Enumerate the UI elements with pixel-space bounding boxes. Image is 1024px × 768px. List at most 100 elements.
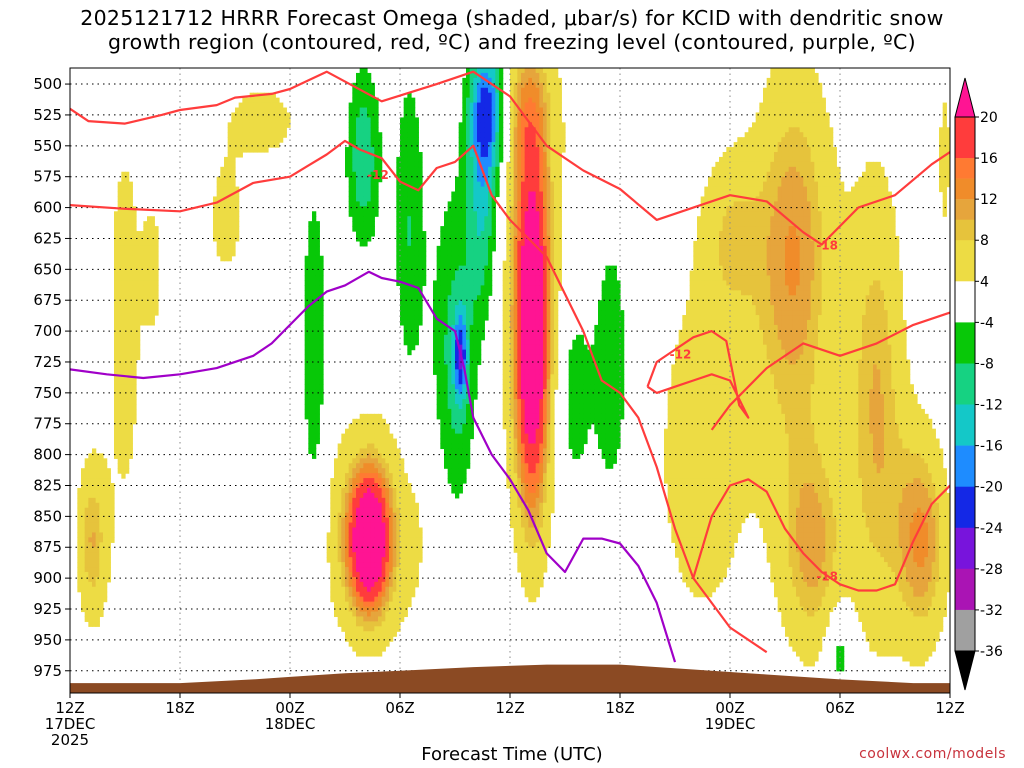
omega-cell <box>510 122 515 128</box>
omega-cell <box>510 374 515 380</box>
omega-cell <box>528 324 533 331</box>
omega-cell <box>411 226 416 232</box>
omega-cell <box>275 142 280 148</box>
omega-cell <box>345 616 350 622</box>
omega-cell <box>143 315 148 321</box>
omega-cell <box>491 122 496 128</box>
omega-cell <box>330 512 335 519</box>
omega-cell <box>546 132 551 138</box>
omega-cell <box>546 171 551 178</box>
omega-cell <box>389 443 394 450</box>
omega-cell <box>543 532 548 538</box>
omega-cell <box>447 290 452 296</box>
omega-cell <box>517 196 522 202</box>
omega-cell <box>528 433 533 440</box>
omega-cell <box>114 245 119 252</box>
omega-cell <box>359 206 364 212</box>
omega-cell <box>539 112 544 119</box>
omega-cell <box>411 305 416 311</box>
omega-cell <box>356 221 361 227</box>
omega-cell <box>312 413 317 420</box>
omega-cell <box>477 231 482 237</box>
omega-cell <box>535 349 540 356</box>
omega-cell <box>473 349 478 356</box>
omega-cell <box>411 522 416 529</box>
omega-cell <box>407 226 412 232</box>
omega-cell <box>352 211 357 217</box>
omega-cell <box>510 448 515 454</box>
omega-cell <box>528 240 533 247</box>
omega-cell <box>88 591 93 598</box>
omega-cell <box>436 364 441 370</box>
omega-cell <box>304 280 309 286</box>
omega-cell <box>132 216 137 222</box>
omega-cell <box>359 502 364 509</box>
omega-cell <box>411 315 416 321</box>
omega-cell <box>117 245 122 252</box>
omega-cell <box>502 394 507 400</box>
omega-cell <box>462 226 467 232</box>
omega-cell <box>517 72 522 79</box>
omega-cell <box>224 171 229 178</box>
omega-cell <box>348 497 353 504</box>
omega-cell <box>407 502 412 509</box>
omega-cell <box>539 97 544 104</box>
omega-cell <box>363 221 368 227</box>
omega-cell <box>440 324 445 331</box>
omega-cell <box>125 216 130 222</box>
omega-cell <box>473 334 478 341</box>
omega-cell <box>532 596 537 603</box>
omega-cell <box>491 166 496 173</box>
omega-cell <box>510 92 515 99</box>
omega-cell <box>370 507 375 514</box>
omega-cell <box>539 285 544 291</box>
omega-cell <box>99 586 104 593</box>
omega-cell <box>374 443 379 450</box>
omega-cell <box>543 77 548 84</box>
omega-cell <box>539 473 544 479</box>
omega-cell <box>356 72 361 79</box>
omega-cell <box>506 394 511 400</box>
omega-cell <box>458 473 463 479</box>
omega-cell <box>466 458 471 464</box>
omega-cell <box>411 319 416 326</box>
omega-cell <box>458 176 463 183</box>
omega-cell <box>414 137 419 143</box>
omega-cell <box>315 324 320 331</box>
omega-cell <box>363 576 368 583</box>
omega-cell <box>447 329 452 336</box>
omega-cell <box>407 171 412 178</box>
omega-cell <box>315 315 320 321</box>
omega-cell <box>363 68 368 74</box>
omega-cell <box>444 315 449 321</box>
omega-cell <box>488 161 493 168</box>
omega-cell <box>396 562 401 568</box>
omega-cell <box>473 201 478 207</box>
omega-cell <box>374 201 379 207</box>
omega-cell <box>403 611 408 618</box>
omega-cell <box>348 557 353 563</box>
omega-cell <box>363 542 368 548</box>
omega-cell <box>121 280 126 286</box>
omega-cell <box>403 240 408 247</box>
omega-cell <box>469 77 474 84</box>
omega-cell <box>458 413 463 420</box>
omega-cell <box>128 280 133 286</box>
omega-cell <box>484 191 489 198</box>
omega-cell <box>517 557 522 563</box>
omega-cell <box>543 112 548 119</box>
omega-cell <box>246 102 251 109</box>
omega-cell <box>125 295 130 301</box>
omega-cell <box>440 315 445 321</box>
omega-cell <box>506 453 511 459</box>
omega-cell <box>517 364 522 370</box>
omega-cell <box>535 300 540 306</box>
omega-cell <box>367 191 372 198</box>
omega-cell <box>356 537 361 543</box>
omega-cell <box>528 339 533 346</box>
omega-cell <box>304 403 309 410</box>
omega-cell <box>532 201 537 207</box>
omega-cell <box>539 186 544 193</box>
omega-cell <box>451 305 456 311</box>
omega-cell <box>484 235 489 242</box>
